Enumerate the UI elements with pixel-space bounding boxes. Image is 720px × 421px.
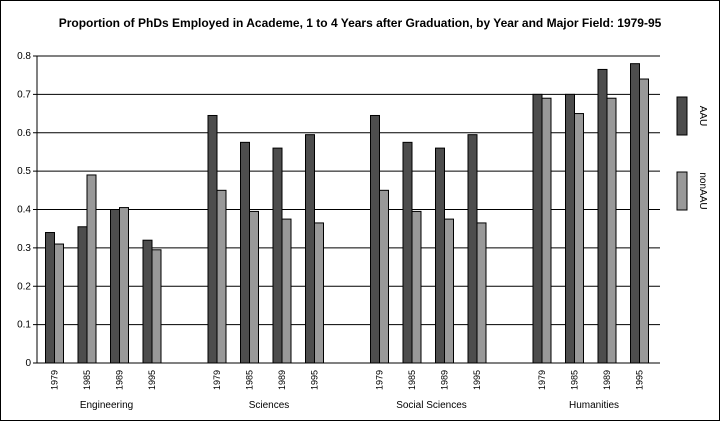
y-axis: 0 0.1 0.2 0.3 0.4 0.5 0.6 0.7 0.8	[17, 51, 38, 369]
y-tick-label: 0.7	[17, 89, 31, 100]
bar-AAU-engineering-1995	[142, 239, 153, 364]
y-tick-label: 0.1	[17, 320, 31, 331]
x-tick-label: 1989	[277, 370, 287, 390]
x-tick-label: 1989	[602, 370, 612, 390]
bar-nonAAU-humanities-1995	[639, 78, 649, 364]
bar-AAU-sciences-1995	[305, 134, 315, 364]
x-group-label: Sciences	[249, 400, 290, 411]
y-tick-label: 0.4	[17, 205, 31, 216]
bar-AAU-social-sciences-1989	[435, 147, 445, 364]
bar-AAU-social-sciences-1995	[467, 134, 478, 364]
bar-nonAAU-social-sciences-1995	[476, 222, 487, 364]
x-tick-label: 1979	[375, 370, 385, 390]
bar-AAU-engineering-1989	[110, 209, 120, 364]
x-tick-label: 1995	[310, 370, 320, 390]
bar-AAU-engineering-1985	[77, 226, 88, 364]
bar-nonAAU-humanities-1985	[574, 113, 584, 364]
bar-nonAAU-sciences-1995	[314, 222, 324, 364]
bar-nonAAU-humanities-1979	[541, 97, 552, 364]
bar-AAU-humanities-1979	[532, 93, 543, 364]
bar-nonAAU-engineering-1985	[86, 174, 97, 364]
bar-nonAAU-social-sciences-1979	[379, 189, 389, 364]
chart-title: Proportion of PhDs Employed in Academe, …	[59, 16, 662, 30]
y-tick-label: 0.2	[17, 281, 31, 292]
x-tick-label: 1985	[570, 370, 580, 390]
bar-AAU-social-sciences-1979	[370, 114, 380, 364]
bar-nonAAU-sciences-1989	[281, 218, 292, 364]
x-tick-label: 1979	[537, 370, 547, 390]
bar-AAU-humanities-1985	[565, 93, 575, 364]
bar-AAU-humanities-1995	[630, 63, 640, 364]
bar-nonAAU-social-sciences-1989	[444, 218, 454, 364]
legend-label-nonAAU: nonAAU	[697, 172, 708, 209]
y-tick-label: 0.8	[17, 51, 31, 62]
bar-nonAAU-engineering-1995	[151, 249, 162, 364]
y-tick-label: 0.6	[17, 128, 31, 139]
bar-AAU-humanities-1989	[597, 68, 608, 364]
y-tick-label: 0	[25, 358, 31, 369]
x-tick-label: 1985	[407, 370, 417, 390]
x-tick-label: 1979	[212, 370, 222, 390]
bar-nonAAU-sciences-1985	[249, 210, 259, 364]
x-tick-label: 1989	[115, 370, 125, 390]
bar-nonAAU-engineering-1979	[54, 243, 64, 364]
legend-swatch-AAU	[676, 96, 688, 136]
x-group-label: Engineering	[80, 400, 133, 411]
legend-swatch-nonAAU	[676, 171, 688, 211]
bar-nonAAU-sciences-1979	[216, 189, 227, 364]
bar-AAU-engineering-1979	[45, 232, 55, 364]
bar-AAU-social-sciences-1985	[402, 141, 413, 364]
bar-nonAAU-social-sciences-1985	[411, 210, 422, 364]
bar-nonAAU-humanities-1989	[606, 97, 617, 364]
bar-nonAAU-engineering-1989	[119, 207, 129, 364]
bar-AAU-sciences-1979	[207, 114, 218, 364]
y-tick-label: 0.3	[17, 243, 31, 254]
x-group-label: Humanities	[569, 400, 619, 411]
bar-AAU-sciences-1985	[240, 141, 250, 364]
y-tick-label: 0.5	[17, 166, 31, 177]
x-tick-label: 1985	[82, 370, 92, 390]
x-tick-label: 1995	[472, 370, 482, 390]
bars	[45, 63, 649, 364]
bar-AAU-sciences-1989	[272, 147, 283, 364]
x-axis: 1979 1985 1989 1995 Engineering 1979 1985 1989 1…	[37, 362, 660, 411]
x-tick-label: 1985	[245, 370, 255, 390]
x-tick-label: 1989	[440, 370, 450, 390]
x-group-label: Social Sciences	[396, 400, 467, 411]
legend: AAU nonAAU	[676, 96, 708, 211]
legend-label-AAU: AAU	[697, 106, 708, 127]
x-tick-label: 1995	[635, 370, 645, 390]
x-tick-label: 1979	[50, 370, 60, 390]
x-tick-label: 1995	[147, 370, 157, 390]
gridlines	[37, 55, 660, 326]
